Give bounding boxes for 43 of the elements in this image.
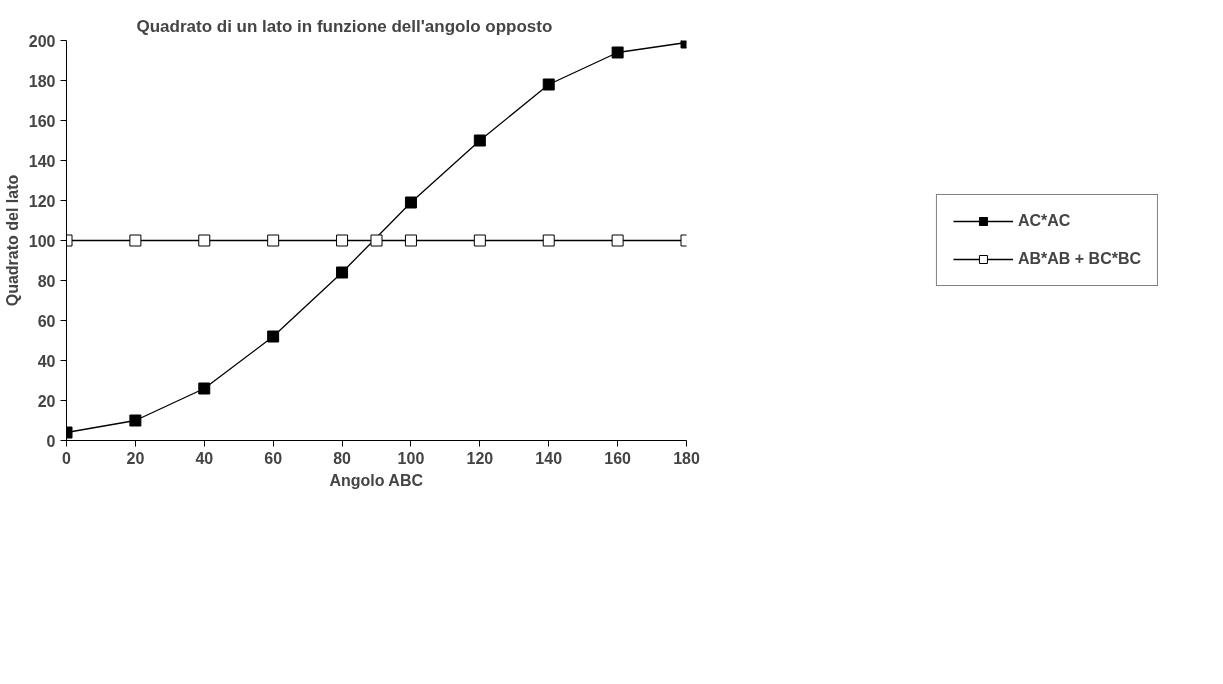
point [473, 234, 486, 247]
point [611, 46, 624, 59]
y-tick-label: 180 [28, 72, 56, 90]
x-tick-label: 180 [673, 449, 700, 467]
x-tick-label: 20 [126, 449, 145, 467]
point [267, 234, 280, 247]
y-tick-label: 100 [28, 232, 56, 250]
x-tick-label: 0 [62, 449, 72, 467]
y-tick-label: 0 [46, 432, 56, 450]
x-tick-label: 100 [397, 449, 425, 467]
point [198, 382, 211, 395]
x-axis-title: Angolo ABC [329, 471, 424, 489]
y-tick-label: 80 [37, 272, 56, 290]
y-tick-label: 20 [37, 392, 56, 410]
legend-label: AC*AC [1017, 212, 1071, 230]
x-tick-label: 120 [466, 449, 494, 467]
legend-label: AB*AB + BC*BC [1017, 250, 1142, 268]
y-tick-label: 160 [28, 112, 56, 130]
point [267, 330, 280, 343]
point [336, 266, 349, 279]
x-tick-label: 40 [195, 449, 214, 467]
y-tick-label: 60 [37, 312, 56, 330]
chart-title: Quadrato di un lato in funzione dell'angolo opposto [136, 16, 553, 36]
point [404, 196, 417, 209]
point [129, 414, 142, 427]
point [198, 234, 211, 247]
y-tick-label: 40 [37, 352, 56, 370]
y-tick-label: 120 [28, 192, 56, 210]
x-tick-label: 160 [604, 449, 632, 467]
x-tick-label: 80 [333, 449, 352, 467]
point [473, 134, 486, 147]
x-tick-label: 60 [264, 449, 283, 467]
point [404, 234, 417, 247]
point [542, 78, 555, 91]
point [336, 234, 349, 247]
x-tick-label: 140 [535, 449, 563, 467]
point [370, 234, 383, 247]
point [542, 234, 555, 247]
y-tick-label: 200 [28, 32, 56, 50]
point [611, 234, 624, 247]
y-tick-label: 140 [28, 152, 56, 170]
point [129, 234, 142, 247]
y-axis-title: Quadrato del lato [3, 174, 21, 307]
